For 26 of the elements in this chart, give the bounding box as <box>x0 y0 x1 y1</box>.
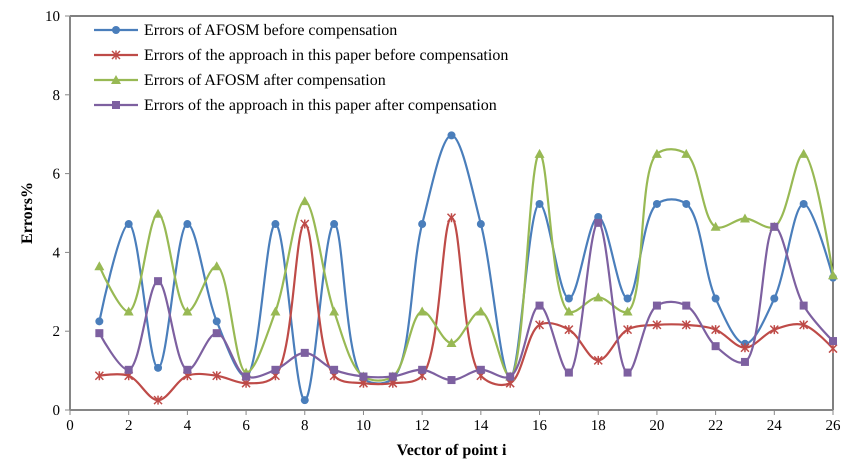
x-tick-label: 8 <box>301 418 309 434</box>
legend-label: Errors of AFOSM after compensation <box>144 72 386 89</box>
x-tick-label: 18 <box>590 418 606 434</box>
x-tick-label: 0 <box>66 418 74 434</box>
x-tick-label: 4 <box>184 418 192 434</box>
y-tick-label: 0 <box>52 403 60 419</box>
y-tick-label: 10 <box>45 9 60 25</box>
x-tick-label: 6 <box>242 418 250 434</box>
x-axis-title: Vector of point i <box>396 442 507 459</box>
x-tick-label: 2 <box>124 418 132 434</box>
y-tick-label: 8 <box>52 88 60 104</box>
x-tick-label: 26 <box>826 418 841 434</box>
x-tick-label: 24 <box>766 418 782 434</box>
x-tick-label: 16 <box>532 418 548 434</box>
x-tick-label: 12 <box>414 418 430 434</box>
x-tick-label: 22 <box>708 418 724 434</box>
y-tick-label: 4 <box>52 245 60 262</box>
y-tick-label: 2 <box>52 324 60 340</box>
legend-label: Errors of AFOSM before compensation <box>144 22 398 39</box>
y-axis-title: Errors% <box>19 182 36 244</box>
x-tick-label: 20 <box>649 418 664 434</box>
legend-label: Errors of the approach in this paper after compensation <box>144 97 497 114</box>
y-tick-label: 6 <box>52 166 60 183</box>
x-tick-label: 14 <box>473 418 489 434</box>
legend-label: Errors of the approach in this paper before compensation <box>144 47 508 64</box>
x-tick-label: 10 <box>356 418 371 434</box>
